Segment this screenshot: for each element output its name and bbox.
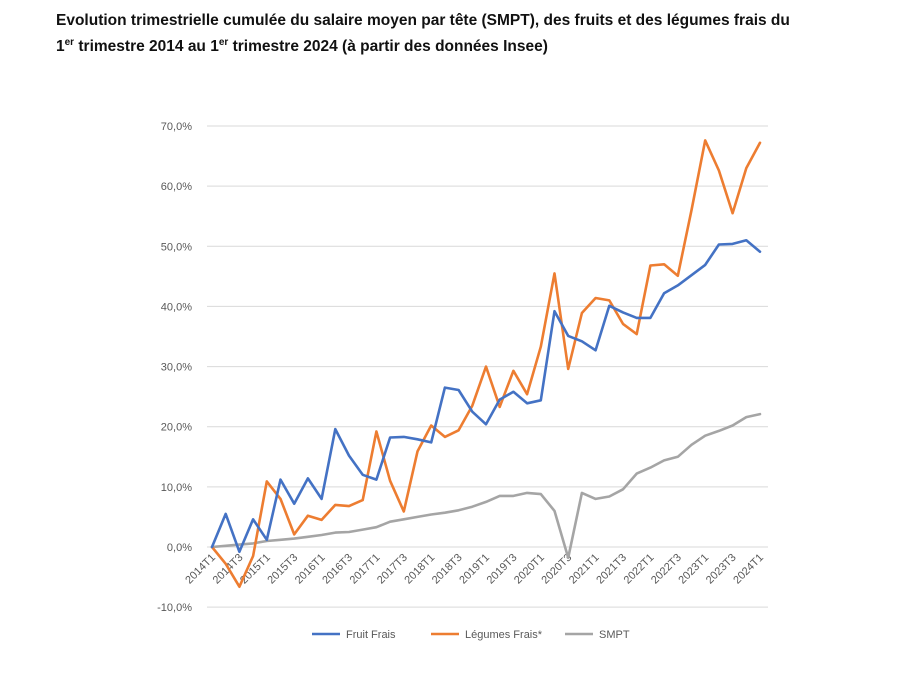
- series-lines: [210, 139, 762, 589]
- y-tick-label: 50,0%: [161, 241, 192, 253]
- y-axis-ticks: -10,0% 0,0% 10,0% 20,0% 30,0% 40,0% 50,0% 60,0%…: [157, 121, 192, 614]
- chart-title: Evolution trimestrielle cumulée du salai…: [56, 8, 886, 60]
- y-tick-label: 40,0%: [161, 301, 192, 313]
- y-tick-label: 60,0%: [161, 181, 192, 193]
- y-tick-label: 20,0%: [161, 422, 192, 434]
- legend-label: SMPT: [599, 629, 630, 641]
- series-line-smpt: [210, 412, 762, 560]
- title-line-2-a: 1: [56, 38, 65, 55]
- y-tick-label: 0,0%: [167, 542, 192, 554]
- y-tick-label: 10,0%: [161, 482, 192, 494]
- legend-label: Fruit Frais: [346, 629, 396, 641]
- legend: Fruit Frais Légumes Frais* SMPT: [312, 629, 630, 641]
- y-tick-label: -10,0%: [157, 602, 192, 614]
- y-tick-label: 70,0%: [161, 121, 192, 133]
- title-sup-2: er: [218, 36, 229, 48]
- legend-label: Légumes Frais*: [465, 629, 543, 641]
- x-tick-label: 2024T1: [731, 552, 766, 587]
- gridlines: [207, 125, 768, 608]
- series-line-fruit-frais: [210, 239, 762, 554]
- series-line-l-gumes-frais: [210, 139, 762, 589]
- title-sup-1: er: [64, 36, 75, 48]
- x-axis-ticks: 2014T12014T32015T12015T32016T12016T32017…: [183, 552, 766, 587]
- y-tick-label: 30,0%: [161, 362, 192, 374]
- title-line-1: Evolution trimestrielle cumulée du salai…: [56, 12, 790, 29]
- title-line-2-c: trimestre 2024 (à partir des données Ins…: [228, 38, 548, 55]
- title-line-2-b: trimestre 2014 au 1: [74, 38, 219, 55]
